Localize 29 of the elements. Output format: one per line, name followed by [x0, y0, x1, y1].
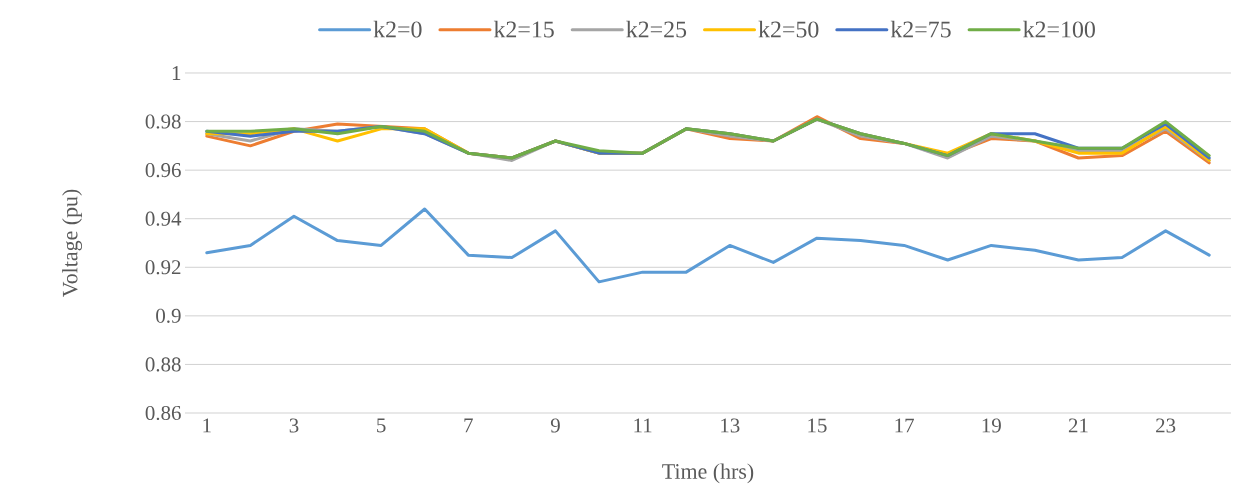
x-tick-label: 19	[982, 418, 1001, 433]
y-tick-label: 0.88	[145, 357, 181, 372]
legend-label: k2=15	[493, 20, 554, 38]
x-axis-title: Time (hrs)	[662, 463, 754, 484]
legend-label: k2=25	[626, 20, 687, 38]
legend-label: k2=50	[758, 20, 819, 38]
x-tick-label: 13	[721, 418, 740, 433]
y-tick-label: 0.9	[156, 308, 181, 323]
y-tick-label: 0.98	[145, 114, 181, 129]
x-tick-label: 7	[464, 418, 473, 433]
x-tick-label: 1	[203, 418, 211, 433]
x-tick-label: 5	[377, 418, 386, 433]
y-tick-label: 0.86	[145, 405, 181, 421]
legend-label: k2=0	[373, 20, 422, 38]
y-axis-title: Voltage (pu)	[62, 189, 83, 298]
x-tick-label: 11	[634, 418, 652, 433]
x-tick-label: 17	[895, 418, 914, 433]
x-tick-label: 21	[1068, 418, 1088, 433]
x-tick-label: 3	[289, 418, 299, 433]
legend-label: k2=75	[890, 20, 951, 38]
y-tick-label: 1	[172, 66, 181, 80]
x-tick-label: 15	[808, 418, 827, 433]
y-tick-label: 0.92	[145, 260, 181, 275]
legend-label: k2=100	[1023, 20, 1095, 38]
y-tick-label: 0.94	[145, 211, 182, 226]
y-tick-label: 0.96	[145, 163, 181, 178]
line-series	[205, 207, 1211, 284]
x-tick-label: 23	[1156, 418, 1176, 433]
x-tick-label: 9	[550, 418, 560, 433]
